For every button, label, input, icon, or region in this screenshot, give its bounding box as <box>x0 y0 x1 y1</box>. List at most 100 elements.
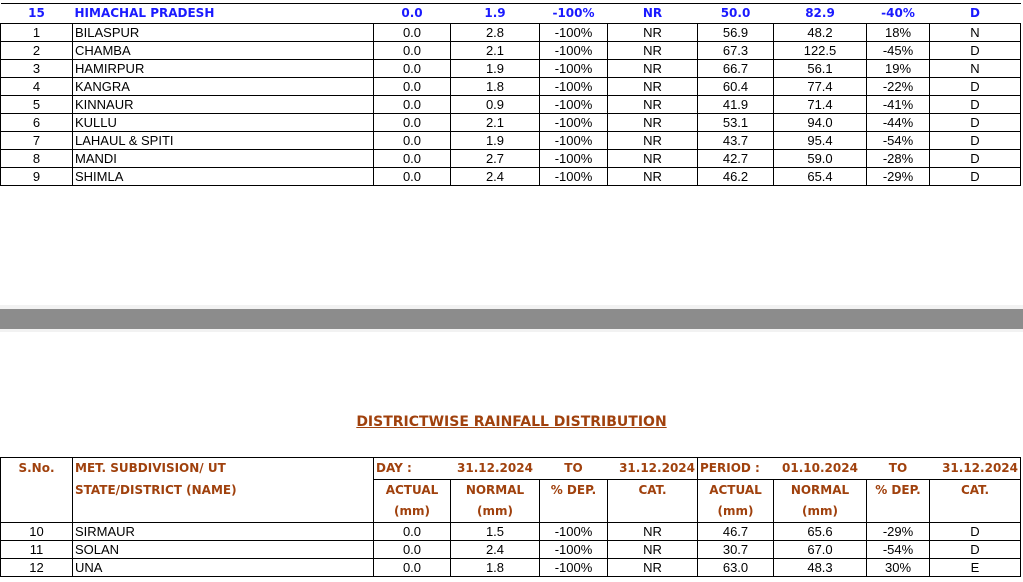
cell: 53.1 <box>697 113 774 132</box>
cell: -100% <box>539 149 608 168</box>
cell: 12 <box>0 558 73 577</box>
table-row: 5 KINNAUR 0.0 0.9 -100% NR 41.9 71.4 -41% D <box>0 95 1021 114</box>
cell: 2 <box>0 41 73 60</box>
cell: 41.9 <box>697 95 774 114</box>
table-row: 4 KANGRA 0.0 1.8 -100% NR 60.4 77.4 -22% D <box>0 77 1021 96</box>
cell: NR <box>607 167 698 186</box>
cell: D <box>929 41 1021 60</box>
table-row: 9 SHIMLA 0.0 2.4 -100% NR 46.2 65.4 -29% D <box>0 167 1021 186</box>
district-name: KANGRA <box>72 77 374 96</box>
cell: 0.0 <box>373 540 451 559</box>
header-unit: (mm) <box>373 501 451 523</box>
cell: 48.2 <box>773 23 867 42</box>
cell: NR <box>607 558 698 577</box>
cell: 56.9 <box>697 23 774 42</box>
cell: NR <box>607 77 698 96</box>
cell: 15 <box>28 6 45 20</box>
header-sno: S.No. <box>0 457 73 480</box>
cell: -54% <box>866 540 930 559</box>
district-name: KINNAUR <box>72 95 374 114</box>
cell: 0.0 <box>401 6 423 20</box>
district-table-top: 15 HIMACHAL PRADESH 0.0 1.9 -100% NR 50.… <box>0 3 1021 186</box>
cell: 46.7 <box>697 522 774 541</box>
header-dep: % DEP. <box>866 479 930 501</box>
cell: -100% <box>552 6 595 20</box>
cell: -100% <box>539 59 608 78</box>
cell: 1 <box>0 23 73 42</box>
header-blank <box>929 501 1021 523</box>
cell: -40% <box>881 6 915 20</box>
cell: 2.8 <box>450 23 540 42</box>
header-day-from: 31.12.2024 <box>450 457 540 480</box>
cell: 0.0 <box>373 113 451 132</box>
cell: -22% <box>866 77 930 96</box>
cell: NR <box>607 59 698 78</box>
district-name: SHIMLA <box>72 167 374 186</box>
table-row: 11 SOLAN 0.0 2.4 -100% NR 30.7 67.0 -54% D <box>0 540 1021 559</box>
header-period-from: 01.10.2024 <box>773 457 867 480</box>
district-name: LAHAUL & SPITI <box>72 131 374 150</box>
cell: -28% <box>866 149 930 168</box>
cell: -54% <box>866 131 930 150</box>
cell: 11 <box>0 540 73 559</box>
header-dep: % DEP. <box>539 479 608 501</box>
table-row: 6 KULLU 0.0 2.1 -100% NR 53.1 94.0 -44% D <box>0 113 1021 132</box>
header-blank <box>607 501 698 523</box>
district-name: MANDI <box>72 149 374 168</box>
header-day: DAY : <box>373 457 451 480</box>
header-actual: ACTUAL <box>697 479 774 501</box>
cell: 1.5 <box>450 522 540 541</box>
cell: 0.0 <box>373 131 451 150</box>
cell: 2.1 <box>450 113 540 132</box>
cell: 30.7 <box>697 540 774 559</box>
cell: 48.3 <box>773 558 867 577</box>
header-name-1: MET. SUBDIVISION/ UT <box>72 457 374 480</box>
cell: D <box>929 113 1021 132</box>
header-cat: CAT. <box>929 479 1021 501</box>
cell: 4 <box>0 77 73 96</box>
cell: NR <box>607 149 698 168</box>
district-name: HAMIRPUR <box>72 59 374 78</box>
cell: -100% <box>539 540 608 559</box>
cell: 71.4 <box>773 95 867 114</box>
cell: 0.0 <box>373 23 451 42</box>
cell: 77.4 <box>773 77 867 96</box>
table-row: 7 LAHAUL & SPITI 0.0 1.9 -100% NR 43.7 95.4 -54%… <box>0 131 1021 150</box>
district-name: KULLU <box>72 113 374 132</box>
cell: 43.7 <box>697 131 774 150</box>
cell: -100% <box>539 167 608 186</box>
cell: 9 <box>0 167 73 186</box>
cell: 50.0 <box>720 6 751 20</box>
cell: 65.6 <box>773 522 867 541</box>
cell: D <box>929 149 1021 168</box>
district-name: CHAMBA <box>72 41 374 60</box>
cell: NR <box>607 540 698 559</box>
cell: 1.9 <box>450 131 540 150</box>
cell: -100% <box>539 23 608 42</box>
cell: 10 <box>0 522 73 541</box>
title-text: DISTRICTWISE RAINFALL DISTRIBUTION <box>356 414 667 430</box>
table-row: 1 BILASPUR 0.0 2.8 -100% NR 56.9 48.2 18% N <box>0 23 1021 42</box>
district-name: SIRMAUR <box>72 522 374 541</box>
cell: NR <box>607 522 698 541</box>
cell: 66.7 <box>697 59 774 78</box>
cell: D <box>929 522 1021 541</box>
section-title: DISTRICTWISE RAINFALL DISTRIBUTION <box>0 413 1023 431</box>
district-name: BILASPUR <box>72 23 374 42</box>
cell: 19% <box>866 59 930 78</box>
cell: 46.2 <box>697 167 774 186</box>
cell: 0.0 <box>373 95 451 114</box>
cell: 18% <box>866 23 930 42</box>
cell: 6 <box>0 113 73 132</box>
table-row: 12 UNA 0.0 1.8 -100% NR 63.0 48.3 30% E <box>0 558 1021 577</box>
cell: NR <box>607 23 698 42</box>
header-cat: CAT. <box>607 479 698 501</box>
table-row: 2 CHAMBA 0.0 2.1 -100% NR 67.3 122.5 -45% D <box>0 41 1021 60</box>
header-normal: NORMAL <box>773 479 867 501</box>
cell: -29% <box>866 167 930 186</box>
cell: D <box>970 6 980 20</box>
cell: 2.1 <box>450 41 540 60</box>
district-name: SOLAN <box>72 540 374 559</box>
cell: NR <box>642 6 663 20</box>
cell: 60.4 <box>697 77 774 96</box>
